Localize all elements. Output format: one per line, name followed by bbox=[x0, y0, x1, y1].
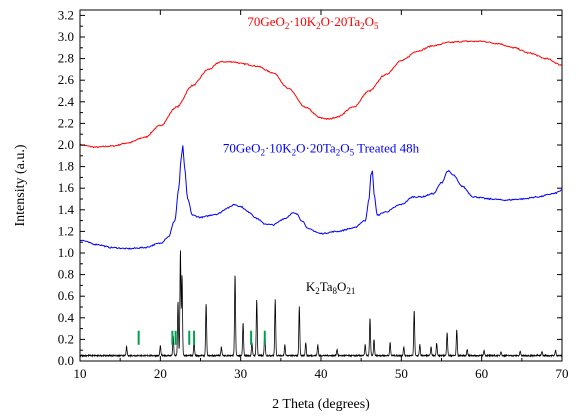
stick-pattern-label: K2Ta8O21 bbox=[306, 279, 356, 296]
stick-pattern-label-part: O bbox=[337, 279, 346, 294]
axes: 10 20 30 40 50 60 70 0.0 0.2 0.4 0.6 0.8 1.0 1.2 1.4 1.… bbox=[58, 7, 569, 381]
series-label-1-part: 2 bbox=[360, 21, 365, 31]
series-label-2-part: 2 bbox=[292, 148, 297, 158]
series-label-1: 70GeO2·10K2O·20Ta2O5 bbox=[247, 14, 379, 31]
x-axis-title: 2 Theta (degrees) bbox=[272, 397, 370, 412]
y-tick-label: 2.2 bbox=[58, 115, 74, 130]
y-tick-label: 3.0 bbox=[58, 29, 74, 44]
y-axis-title: Intensity (a.u.) bbox=[13, 144, 28, 226]
x-tick-label: 40 bbox=[315, 366, 328, 381]
series-line-2 bbox=[80, 145, 562, 250]
series-label-2-part: ·10K bbox=[265, 141, 292, 156]
x-tick-label: 20 bbox=[154, 366, 167, 381]
x-tick-label: 60 bbox=[475, 366, 488, 381]
series-label-1-part: O·20Ta bbox=[321, 14, 361, 29]
stick-pattern-label-part: K bbox=[306, 279, 316, 294]
series-label-2-part: O·20Ta bbox=[296, 141, 336, 156]
stick-pattern-line bbox=[80, 250, 562, 358]
y-tick-label: 1.8 bbox=[58, 159, 74, 174]
y-tick-label: 3.2 bbox=[58, 7, 74, 22]
series-label-2-part: 70GeO bbox=[223, 141, 261, 156]
stick-pattern-label-part: 8 bbox=[333, 286, 338, 296]
y-tick-label: 0.4 bbox=[58, 310, 75, 325]
y-tick-label: 2.8 bbox=[58, 51, 74, 66]
stick-pattern-label-part: 2 bbox=[315, 286, 320, 296]
series-label-2-part: 5 bbox=[350, 148, 355, 158]
stick-pattern-label-part: 21 bbox=[346, 286, 355, 296]
y-tick-label: 2.4 bbox=[58, 94, 75, 109]
series-label-2-part: O bbox=[340, 141, 349, 156]
y-tick-label: 1.4 bbox=[58, 202, 75, 217]
x-tick-label: 10 bbox=[74, 366, 87, 381]
series-label-2-part: Treated 48h bbox=[354, 141, 420, 156]
y-tick-label: 1.6 bbox=[58, 180, 75, 195]
x-tick-label: 50 bbox=[395, 366, 408, 381]
y-tick-label: 0.8 bbox=[58, 267, 74, 282]
series-line-1 bbox=[80, 40, 562, 149]
y-tick-label: 1.0 bbox=[58, 245, 74, 260]
y-tick-label: 2.6 bbox=[58, 72, 75, 87]
series-label-2: 70GeO2·10K2O·20Ta2O5 Treated 48h bbox=[223, 141, 420, 158]
series-label-1-part: O bbox=[365, 14, 374, 29]
series-label-1-part: 2 bbox=[316, 21, 321, 31]
plot-frame bbox=[79, 9, 563, 362]
x-tick-label: 30 bbox=[234, 366, 247, 381]
stick-pattern-label-part: Ta bbox=[320, 279, 333, 294]
series-label-1-part: 5 bbox=[374, 21, 379, 31]
y-tick-label: 0.2 bbox=[58, 331, 74, 346]
y-tick-label: 0.0 bbox=[58, 353, 74, 368]
y-tick-label: 1.2 bbox=[58, 223, 74, 238]
series-label-1-part: 70GeO bbox=[247, 14, 285, 29]
series-label-2-part: 2 bbox=[336, 148, 341, 158]
series-label-1-part: ·10K bbox=[289, 14, 316, 29]
series-label-2-part: 2 bbox=[260, 148, 265, 158]
y-tick-label: 0.6 bbox=[58, 288, 75, 303]
y-tick-label: 2.0 bbox=[58, 137, 74, 152]
series-label-1-part: 2 bbox=[285, 21, 290, 31]
x-tick-label: 70 bbox=[556, 366, 569, 381]
